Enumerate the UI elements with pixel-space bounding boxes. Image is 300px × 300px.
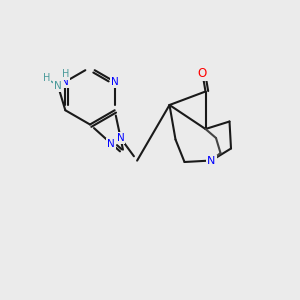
- Text: N: N: [111, 77, 119, 87]
- Text: N: N: [207, 155, 216, 166]
- Text: O: O: [198, 67, 207, 80]
- Text: H: H: [62, 69, 69, 80]
- Text: N: N: [54, 81, 62, 91]
- Text: N: N: [61, 77, 69, 87]
- Text: N: N: [107, 139, 115, 148]
- Text: N: N: [117, 133, 124, 143]
- Text: H: H: [43, 73, 50, 83]
